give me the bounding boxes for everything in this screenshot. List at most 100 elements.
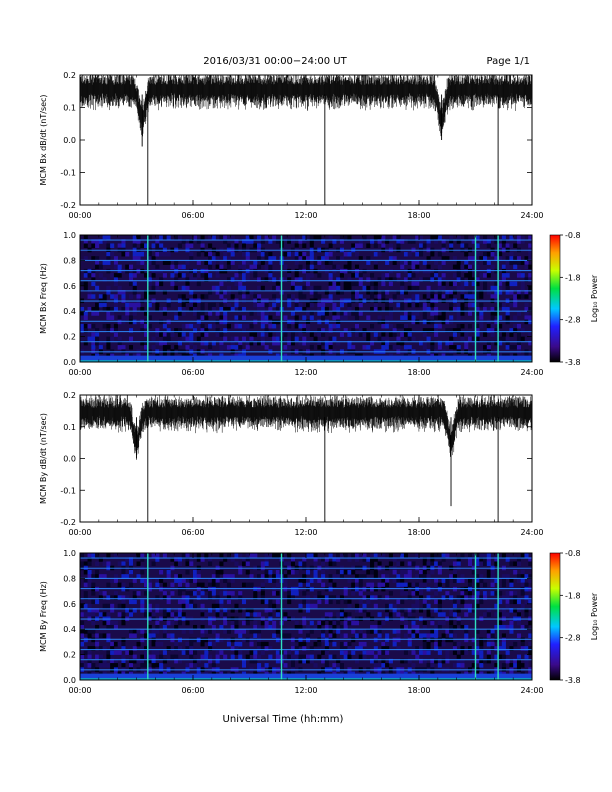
heatmap-cell [193,578,198,583]
heatmap-cell [117,319,122,325]
heatmap-cell [483,637,488,643]
heatmap-cell [298,285,303,291]
heatmap-cell [83,603,88,609]
heatmap-cell [177,340,182,346]
heatmap-cell [268,256,273,261]
heatmap-cell [113,294,118,299]
heatmap-cell [136,561,141,566]
heatmap-cell [494,294,499,299]
heatmap-cell [287,323,292,329]
heatmap-cell [268,273,273,278]
heatmap-cell [430,553,435,558]
heatmap-cell [241,663,247,668]
heatmap-cell [419,239,424,244]
heatmap-cell [177,658,182,664]
heatmap-cell [501,612,506,617]
heatmap-cell [151,650,156,655]
heatmap-cell [106,561,111,566]
heatmap-cell [347,311,352,316]
heatmap-cell [411,620,416,626]
heatmap-cell [354,264,360,270]
heatmap-cell [132,608,137,613]
heatmap-cell [290,294,295,299]
heatmap-cell [475,578,480,583]
heatmap-cell [373,251,378,257]
heatmap-cell [162,273,167,278]
heatmap-cell [415,285,420,291]
heatmap-cell [370,586,375,592]
heatmap-cell [264,561,269,566]
heatmap-cell [501,273,506,278]
heatmap-cell [234,629,239,634]
heatmap-cell [407,273,412,278]
heatmap-cell [351,290,356,295]
heatmap-cell [528,340,533,346]
heatmap-cell [336,658,341,664]
heatmap-cell [452,578,457,583]
heatmap-cell [381,332,386,337]
heatmap-cell [223,239,228,244]
heatmap-cell [200,315,205,320]
heatmap-cell [102,620,107,626]
heatmap-cell [177,264,182,270]
heatmap-cell [528,620,533,626]
heatmap-cell [475,277,480,282]
heatmap-cell [509,260,514,265]
heatmap-cell [155,243,160,248]
heatmap-cell [400,294,405,299]
heatmap-cell [140,569,145,575]
heatmap-cell [422,603,427,609]
heatmap-cell [434,306,439,312]
heatmap-cell [422,620,427,626]
heatmap-cell [513,569,518,575]
heatmap-cell [302,268,307,274]
heatmap-cell [162,553,167,558]
heatmap-cell [524,311,529,316]
heatmap-cell [415,251,420,257]
heatmap-cell [460,624,465,630]
heatmap-cell [524,663,529,668]
heatmap-cell [464,637,469,643]
heatmap-cell [490,582,495,588]
x-tick-label: 12:00 [294,528,317,537]
heatmap-cell [151,285,156,291]
heatmap-cell [223,336,228,342]
heatmap-cell [91,277,96,282]
heatmap-cell [347,306,352,312]
heatmap-cell [257,256,262,261]
heatmap-cell [294,650,299,655]
heatmap-cell [456,658,461,664]
heatmap-cell [347,268,352,274]
heatmap-cell [520,294,525,299]
heatmap-cell [430,608,435,613]
heatmap-cell [87,336,92,342]
heatmap-cell [185,553,190,558]
heatmap-cell [174,268,179,274]
heatmap-cell [166,608,171,613]
heatmap-cell [373,646,378,651]
heatmap-cell [287,345,292,350]
heatmap-cell [215,633,220,638]
heatmap-cell [162,336,167,342]
heatmap-cell [505,290,510,295]
y-axis-label: MCM By dB/dt (nT/sec) [39,413,48,504]
heatmap-cell [215,582,220,588]
heatmap-cell [528,256,533,261]
heatmap-cell [193,268,198,274]
heatmap-cell [445,650,450,655]
heatmap-cell [385,323,390,329]
heatmap-cell [437,251,442,257]
heatmap-cell [106,637,111,643]
heatmap-cell [494,306,499,312]
heatmap-cell [494,319,499,325]
heatmap-cell [332,557,337,562]
heatmap-cell [204,553,209,558]
heatmap-cell [479,641,484,647]
heatmap-cell [343,612,348,617]
heatmap-cell [366,315,371,320]
heatmap-cell [159,268,164,274]
heatmap-cell [339,553,344,558]
heatmap-cell [215,599,220,605]
heatmap-cell [411,239,416,244]
heatmap-cell [426,574,431,579]
